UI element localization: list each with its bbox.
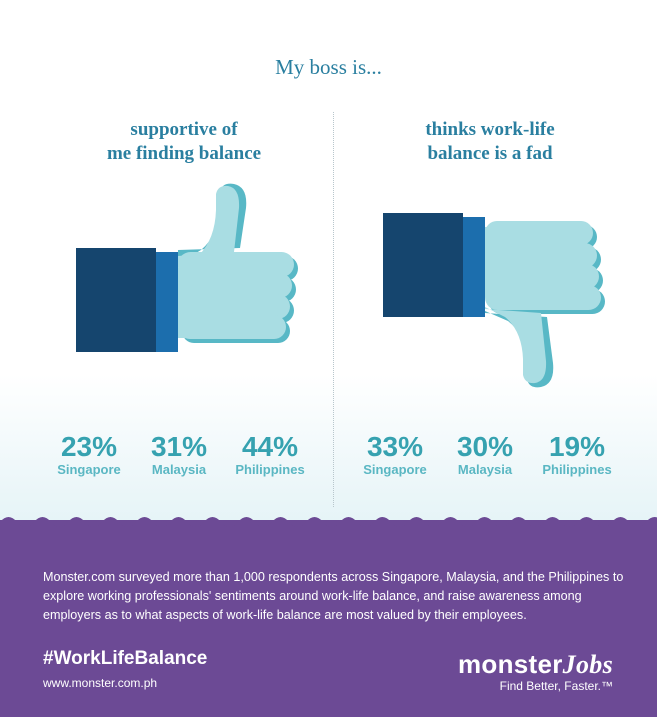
thumbs-up-icon — [76, 183, 298, 352]
fad-title-line2: balance is a fad — [427, 143, 553, 164]
fad-title-line1: thinks work-life — [425, 119, 555, 140]
stat-percent: 19% — [548, 431, 606, 462]
monster-jobs-logo: monsterJobs Find Better, Faster.™ — [458, 650, 613, 693]
stat-right-singapore: 33% Singapore — [340, 432, 450, 478]
stat-percent: 44% — [241, 431, 299, 462]
stat-percent: 31% — [150, 431, 208, 462]
column-divider — [333, 112, 334, 507]
stat-country: Malaysia — [151, 462, 207, 477]
stat-percent: 23% — [60, 431, 118, 462]
stat-right-malaysia: 30% Malaysia — [430, 432, 540, 478]
stat-country: Philippines — [235, 462, 305, 477]
stat-left-malaysia: 31% Malaysia — [124, 432, 234, 478]
supportive-title-line2: me finding balance — [106, 143, 262, 164]
stat-percent: 30% — [456, 431, 514, 462]
brand-tagline: Find Better, Faster.™ — [499, 679, 613, 693]
thumbs-down-icon — [383, 213, 605, 388]
stat-country: Philippines — [542, 462, 612, 477]
brand-main: monster — [457, 649, 563, 679]
fad-title: thinks work-life balance is a fad — [340, 118, 640, 166]
stat-percent: 33% — [366, 431, 424, 462]
stat-left-singapore: 23% Singapore — [34, 432, 144, 478]
hero-section: My boss is... supportive of me finding b… — [0, 0, 657, 520]
stat-country: Singapore — [363, 462, 427, 477]
stat-country: Singapore — [57, 462, 121, 477]
footer-wave-edge — [0, 517, 657, 532]
website-link[interactable]: www.monster.com.ph — [43, 676, 158, 690]
brand-logo-text: monsterJobs — [458, 650, 613, 679]
headline: My boss is... — [275, 55, 382, 79]
supportive-title: supportive of me finding balance — [34, 118, 334, 166]
stat-right-philippines: 19% Philippines — [522, 432, 632, 478]
brand-jobs: Jobs — [562, 650, 613, 679]
stat-left-philippines: 44% Philippines — [215, 432, 325, 478]
survey-description: Monster.com surveyed more than 1,000 res… — [43, 570, 624, 622]
stat-country: Malaysia — [457, 462, 513, 477]
hashtag: #WorkLifeBalance — [43, 648, 208, 669]
supportive-title-line1: supportive of — [130, 119, 238, 140]
footer-section — [0, 520, 657, 717]
